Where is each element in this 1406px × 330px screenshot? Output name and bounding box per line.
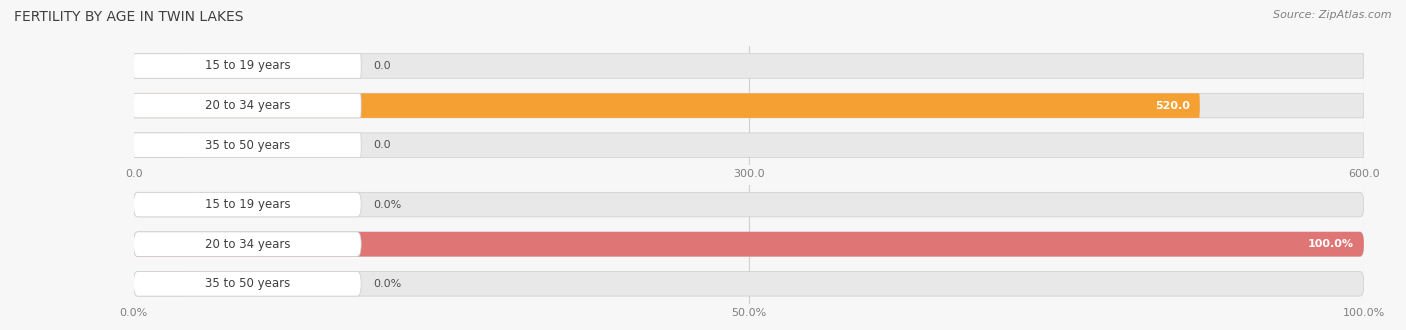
Text: 0.0%: 0.0% [374,200,402,210]
Text: 15 to 19 years: 15 to 19 years [204,198,290,211]
Text: 100.0%: 100.0% [1308,239,1354,249]
FancyBboxPatch shape [134,192,188,217]
FancyBboxPatch shape [134,93,1199,118]
FancyBboxPatch shape [134,272,361,296]
FancyBboxPatch shape [134,54,188,78]
FancyBboxPatch shape [134,133,1364,157]
Text: 0.0%: 0.0% [374,279,402,289]
Text: 35 to 50 years: 35 to 50 years [205,139,290,152]
FancyBboxPatch shape [134,54,1364,78]
Text: 15 to 19 years: 15 to 19 years [204,59,290,73]
FancyBboxPatch shape [134,232,1364,256]
FancyBboxPatch shape [134,192,361,217]
Text: FERTILITY BY AGE IN TWIN LAKES: FERTILITY BY AGE IN TWIN LAKES [14,10,243,24]
Text: Source: ZipAtlas.com: Source: ZipAtlas.com [1274,10,1392,20]
FancyBboxPatch shape [134,232,361,256]
Text: 520.0: 520.0 [1156,101,1189,111]
Text: 0.0: 0.0 [374,140,391,150]
FancyBboxPatch shape [134,93,361,118]
Text: 20 to 34 years: 20 to 34 years [205,99,290,112]
FancyBboxPatch shape [134,192,1364,217]
FancyBboxPatch shape [134,93,1364,118]
Text: 35 to 50 years: 35 to 50 years [205,277,290,290]
Text: 20 to 34 years: 20 to 34 years [205,238,290,251]
FancyBboxPatch shape [134,54,361,78]
FancyBboxPatch shape [134,133,361,157]
FancyBboxPatch shape [134,272,1364,296]
Text: 0.0: 0.0 [374,61,391,71]
FancyBboxPatch shape [134,133,188,157]
FancyBboxPatch shape [134,232,1364,256]
FancyBboxPatch shape [134,272,188,296]
